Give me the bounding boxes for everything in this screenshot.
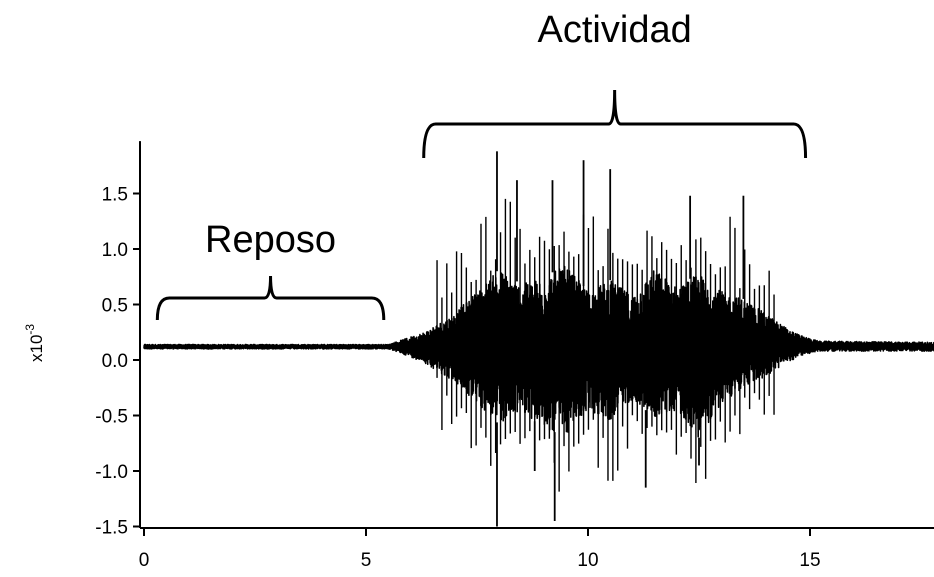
annotation-label: Reposo	[205, 219, 336, 261]
y-tick-label: 0.5	[102, 296, 128, 317]
x-tick-label: 5	[361, 550, 372, 571]
signal-layer	[143, 151, 934, 527]
y-axis-unit-base: x10	[27, 335, 46, 362]
x-tick-label: 15	[799, 550, 820, 571]
annotation-layer: Reposo Actividad	[155, 9, 808, 321]
axes-layer	[139, 141, 934, 529]
annotation-brace	[155, 275, 386, 321]
y-tick-label: -1.5	[95, 518, 128, 539]
y-tick-label: 0.0	[102, 351, 128, 372]
y-tick-label: -1.0	[95, 462, 128, 483]
y-tick-label: -0.5	[95, 407, 128, 428]
x-tick-label: 0	[139, 550, 150, 571]
y-axis-unit-exponent: -3	[23, 324, 37, 335]
annotation-label: Actividad	[538, 9, 692, 51]
ticks-layer: -1.5 -1.0 -0.5 0.0 0.5 1.0 1.5 0 5 10 15	[95, 185, 820, 572]
y-tick-label: 1.5	[102, 185, 128, 206]
annotation-brace	[422, 89, 808, 159]
y-tick-label: 1.0	[102, 240, 128, 261]
x-tick-label: 10	[577, 550, 598, 571]
y-axis-unit-label: x10-3	[23, 324, 46, 362]
